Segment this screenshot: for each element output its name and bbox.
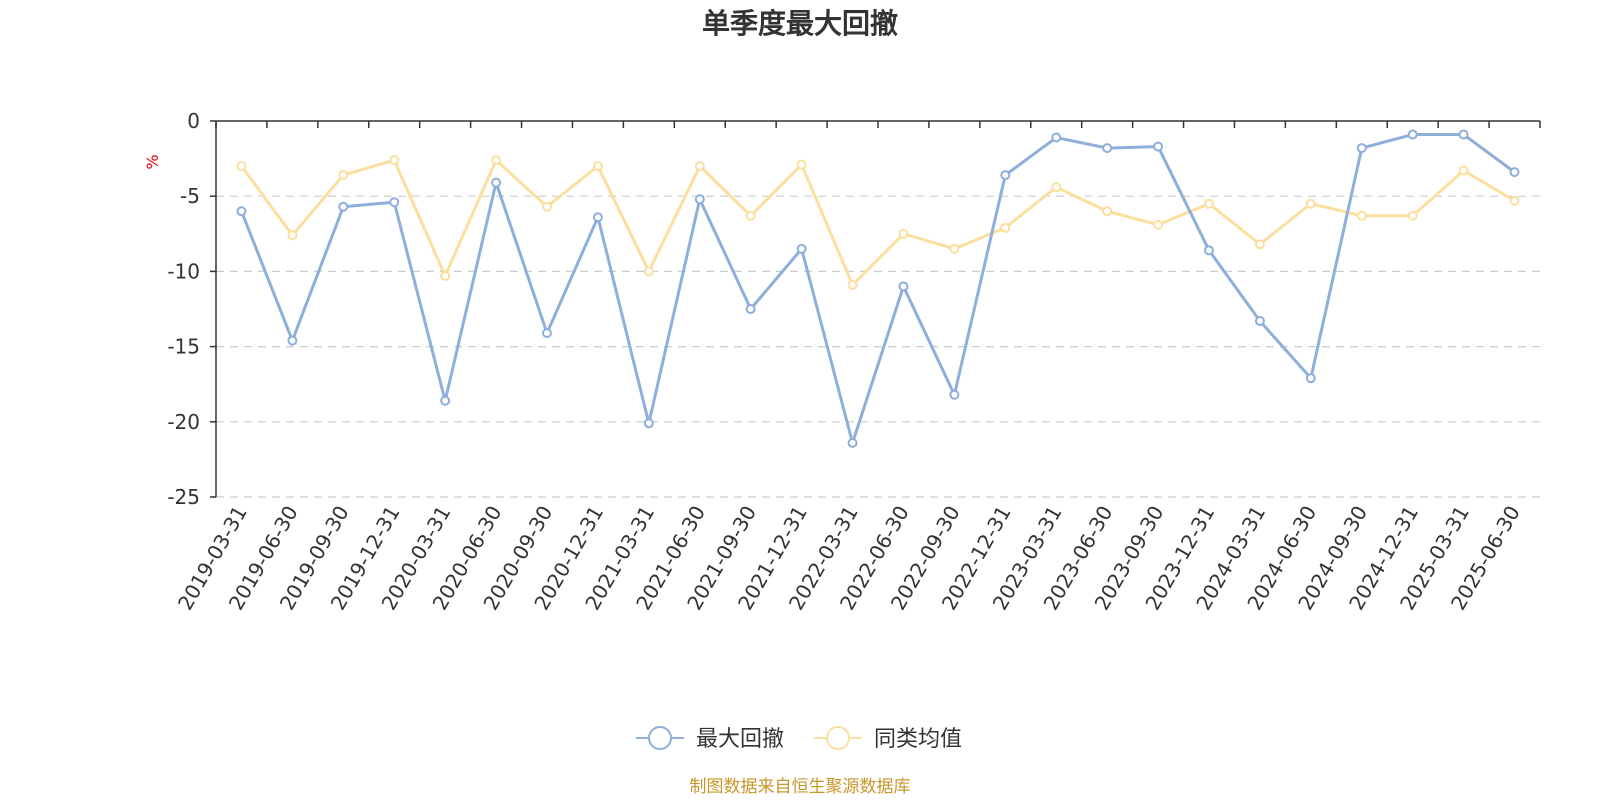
y-tick-label: -15	[167, 335, 200, 359]
data-point	[236, 206, 247, 217]
data-point	[491, 155, 502, 166]
data-point	[287, 230, 298, 241]
data-point	[694, 161, 705, 172]
data-point	[1000, 170, 1011, 181]
data-point	[949, 389, 960, 400]
data-point	[949, 243, 960, 254]
y-tick-label: -5	[180, 184, 200, 208]
data-point	[847, 279, 858, 290]
legend-marker	[648, 726, 672, 750]
data-point	[1051, 182, 1062, 193]
chart-title: 单季度最大回撤	[702, 7, 898, 40]
data-point	[643, 418, 654, 429]
data-point	[796, 159, 807, 170]
data-point	[643, 266, 654, 277]
legend-label: 最大回撤	[696, 727, 784, 752]
data-point	[1305, 373, 1316, 384]
data-point	[592, 161, 603, 172]
data-point	[796, 243, 807, 254]
data-point	[1254, 239, 1265, 250]
data-point	[694, 194, 705, 205]
y-axis-unit: %	[143, 154, 162, 169]
data-point	[1153, 141, 1164, 152]
data-point	[338, 170, 349, 181]
data-point	[1509, 167, 1520, 178]
y-tick-label: -20	[167, 410, 200, 434]
data-point	[1102, 143, 1113, 154]
data-point	[440, 270, 451, 281]
data-point	[847, 437, 858, 448]
data-point	[1407, 129, 1418, 140]
data-point	[236, 161, 247, 172]
legend: 最大回撤 同类均值	[636, 726, 962, 752]
data-point	[1509, 195, 1520, 206]
data-point	[1204, 245, 1214, 256]
data-point	[1102, 206, 1113, 217]
data-point	[898, 281, 909, 292]
data-point	[1458, 165, 1469, 176]
data-point	[389, 197, 400, 208]
data-point	[1407, 210, 1418, 221]
data-point	[542, 328, 552, 339]
data-point	[898, 228, 909, 239]
data-point	[1356, 143, 1367, 154]
axes	[215, 120, 1540, 497]
data-point	[1254, 316, 1265, 327]
data-point	[1000, 222, 1011, 233]
y-tick-label: -25	[167, 485, 200, 509]
data-point	[592, 212, 603, 223]
grid-lines	[216, 195, 1540, 498]
y-tick-label: -10	[167, 259, 200, 283]
series-group	[236, 129, 1520, 448]
data-point	[389, 155, 400, 166]
data-point	[745, 210, 756, 221]
data-point	[1356, 210, 1367, 221]
data-point	[1458, 129, 1469, 140]
data-point	[542, 201, 552, 212]
data-point	[440, 395, 451, 406]
data-point	[287, 335, 298, 346]
data-point	[1204, 198, 1214, 209]
legend-label: 同类均值	[874, 727, 962, 752]
data-point	[745, 304, 756, 314]
source-note: 制图数据来自恒生聚源数据库	[690, 777, 911, 797]
legend-marker	[826, 726, 850, 750]
x-axis-ticks: 2019-03-312019-06-302019-09-302019-12-31…	[173, 121, 1541, 614]
data-point	[1153, 219, 1164, 230]
series-line	[240, 133, 1516, 445]
data-point	[1051, 132, 1062, 143]
series-line	[240, 158, 1516, 287]
data-point	[338, 201, 349, 212]
data-point	[491, 177, 502, 188]
y-tick-label: 0	[187, 109, 200, 133]
data-point	[1305, 198, 1316, 209]
y-axis-ticks: 0 -5 -10 -15 -20 -25	[167, 109, 216, 509]
